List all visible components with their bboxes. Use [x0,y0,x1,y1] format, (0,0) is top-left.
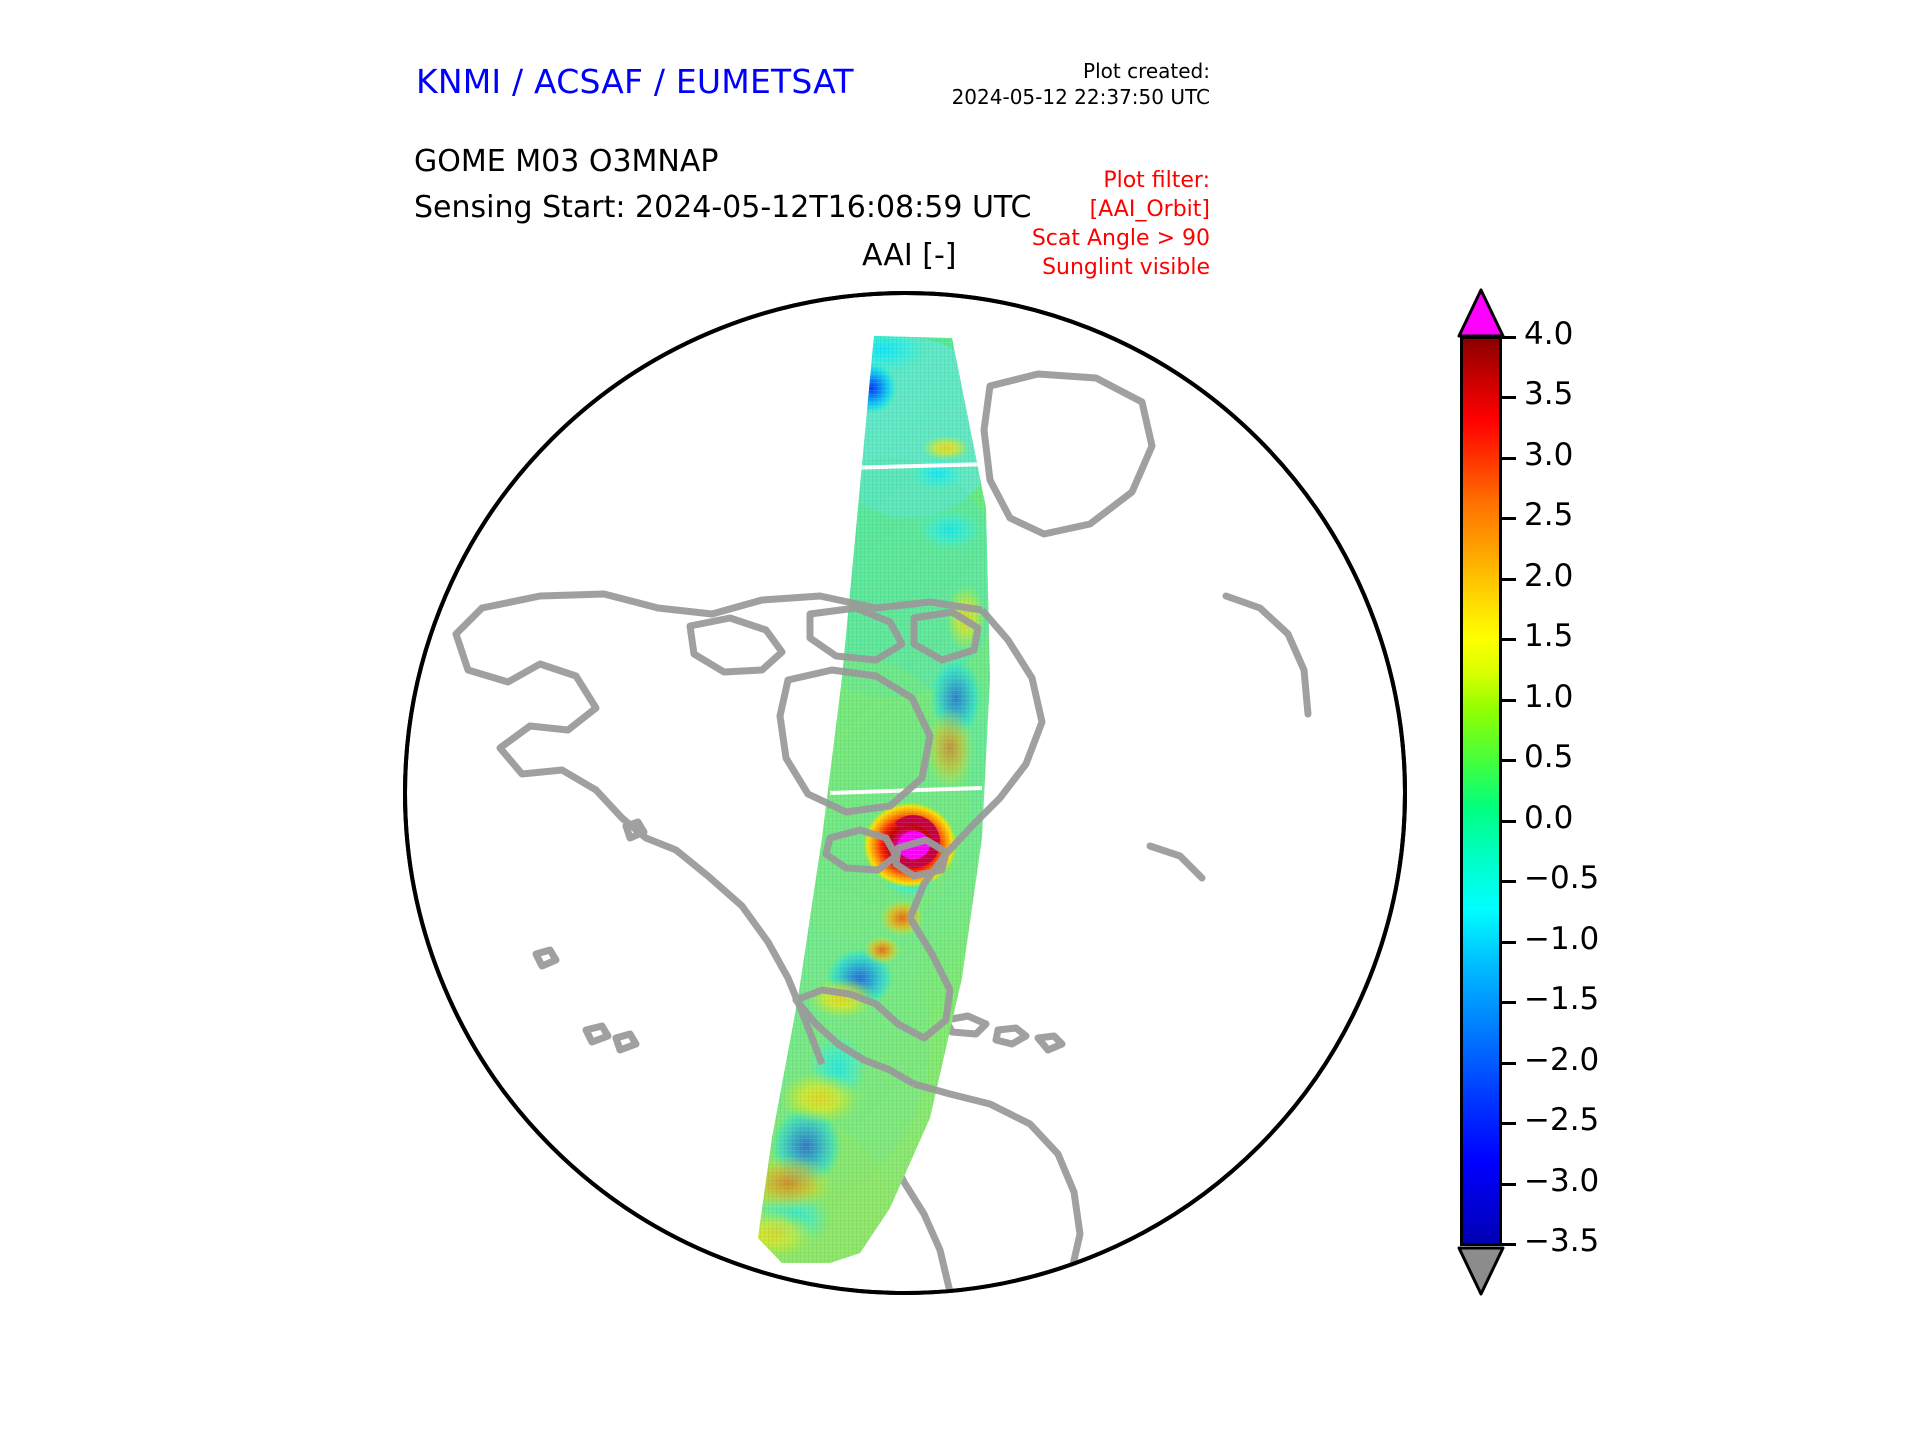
colorbar-tick [1502,396,1516,399]
colorbar-tick-label: 2.0 [1524,558,1574,594]
colorbar-tick-label: −3.0 [1524,1163,1600,1199]
colorbar-tick [1502,1183,1516,1186]
colorbar-tick [1502,820,1516,823]
colorbar-gradient [1460,336,1502,1246]
colorbar-tick-label: 1.0 [1524,679,1574,715]
plot-filter-condition-scat-angle: Scat Angle > 90 [1031,226,1210,251]
colorbar-tick [1502,1243,1516,1246]
colorbar-tick-label: 4.0 [1524,316,1574,352]
colorbar-tick-label: 1.5 [1524,618,1574,654]
plot-filter-block: Plot filter: [AAI_Orbit] Scat Angle > 90… [1032,166,1210,282]
colorbar-tick-label: 3.0 [1524,437,1574,473]
plot-filter-name: [AAI_Orbit] [1089,197,1210,222]
product-title: GOME M03 O3MNAP [414,144,719,179]
colorbar-tick [1502,336,1516,339]
globe-orthographic-projection [403,291,1407,1295]
colorbar-tick [1502,638,1516,641]
colorbar-tick-label: −2.5 [1524,1102,1600,1138]
page-title: AAI [-] [862,238,957,273]
colorbar-tick-label: −1.0 [1524,921,1600,957]
colorbar-tick-label: 3.5 [1524,376,1574,412]
colorbar-tick-label: −2.0 [1524,1042,1600,1078]
colorbar: 4.0 3.5 3.0 2.5 2.0 1.5 1.0 0.5 0.0 −0.5… [1448,286,1748,1306]
colorbar-tick-label: −1.5 [1524,981,1600,1017]
colorbar-tick [1502,1001,1516,1004]
plot-created-block: Plot created: 2024-05-12 22:37:50 UTC [952,58,1210,110]
plot-created-timestamp: 2024-05-12 22:37:50 UTC [951,85,1210,109]
colorbar-tick-label: 0.5 [1524,739,1574,775]
colorbar-tick-label: 2.5 [1524,497,1574,533]
colorbar-tick-label: −3.5 [1524,1223,1600,1259]
plot-filter-label: Plot filter: [1103,168,1210,193]
colorbar-tick [1502,759,1516,762]
colorbar-under-arrow-icon [1457,1246,1505,1296]
sensing-start-label: Sensing Start: 2024-05-12T16:08:59 UTC [414,190,1032,225]
colorbar-tick [1502,578,1516,581]
colorbar-tick [1502,1062,1516,1065]
colorbar-tick [1502,1122,1516,1125]
globe-outline [403,291,1407,1295]
colorbar-tick [1502,941,1516,944]
plot-filter-condition-sunglint: Sunglint visible [1042,255,1210,280]
colorbar-tick [1502,457,1516,460]
colorbar-tick-label: 0.0 [1524,800,1574,836]
colorbar-tick [1502,517,1516,520]
colorbar-tick-label: −0.5 [1524,860,1600,896]
plot-created-label: Plot created: [1083,59,1210,83]
colorbar-over-arrow-icon [1457,288,1505,338]
map-plot-area [390,278,1420,1308]
colorbar-tick [1502,880,1516,883]
organisation-title: KNMI / ACSAF / EUMETSAT [416,62,854,101]
colorbar-tick [1502,699,1516,702]
